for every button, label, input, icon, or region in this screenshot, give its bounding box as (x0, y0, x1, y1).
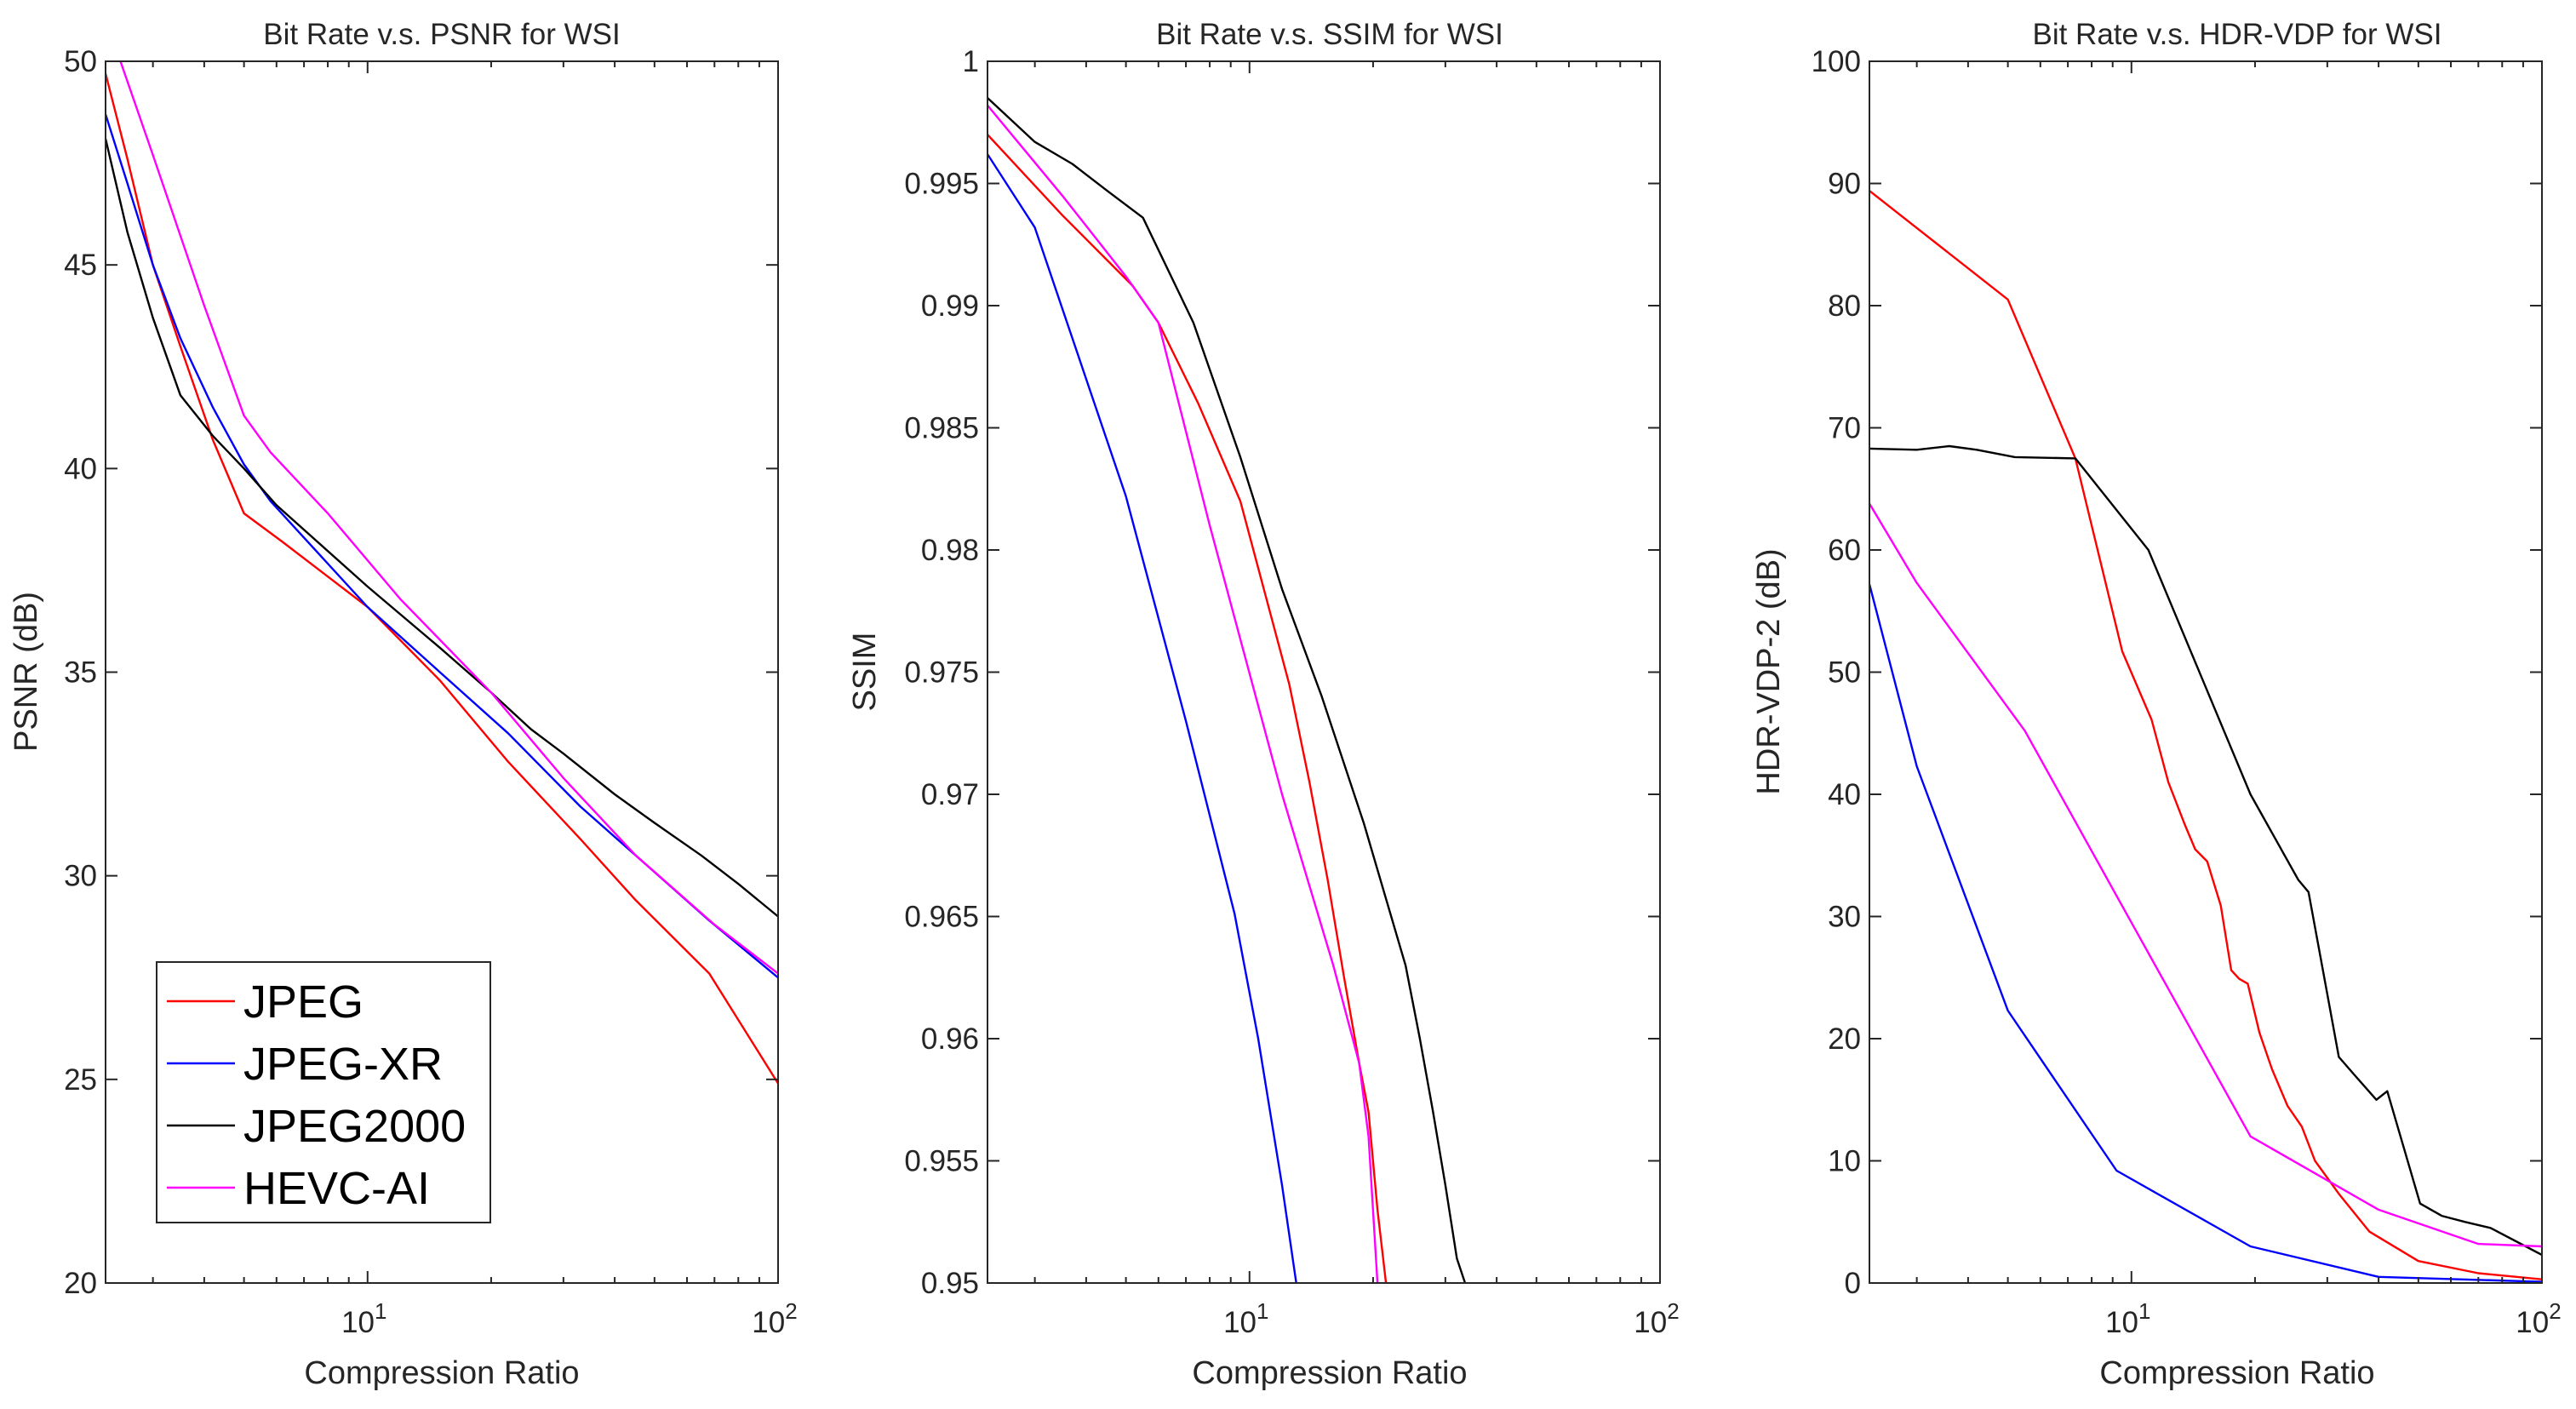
chart-title: Bit Rate v.s. SSIM for WSI (1156, 18, 1503, 51)
series-line-jpeg (1869, 190, 2542, 1280)
y-tick-label: 0.96 (921, 1022, 979, 1056)
series-line-jpeg-xr (1869, 583, 2542, 1283)
y-tick-label: 45 (64, 249, 97, 282)
panel-ssim: Bit Rate v.s. SSIM for WSI 0.95 0.955 0.96… (847, 18, 1680, 1391)
series-line-jpeg2000 (1869, 444, 2542, 1257)
chart-title: Bit Rate v.s. HDR-VDP for WSI (2032, 18, 2441, 51)
y-tick-label: 10 (1828, 1145, 1861, 1178)
y-tick-label: 50 (1828, 656, 1861, 690)
legend-box (156, 961, 491, 1223)
panel-hdr-vdp: Bit Rate v.s. HDR-VDP for WSI 0 10 20 30 40 5… (1751, 18, 2562, 1391)
y-axis-label: HDR-VDP-2 (dB) (1751, 548, 1787, 794)
y-axis-label: SSIM (847, 633, 883, 712)
x-tick-label: 102 (2516, 1298, 2561, 1339)
y-tick-label: 40 (1828, 778, 1861, 811)
series-line-jpeg2000 (106, 138, 778, 918)
legend-label-hevc-ai: HEVC-AI (243, 1163, 430, 1214)
y-tick-label: 0.99 (921, 289, 979, 323)
y-tick-label: 60 (1828, 534, 1861, 567)
y-axis-label: PSNR (dB) (9, 592, 44, 752)
y-tick-label: 50 (64, 45, 97, 78)
y-tick-label: 80 (1828, 289, 1861, 323)
legend-label-jpeg-xr: JPEG-XR (243, 1039, 443, 1090)
chart-title: Bit Rate v.s. PSNR for WSI (263, 18, 620, 51)
y-tick-label: 20 (64, 1267, 97, 1300)
y-tick-label: 0.985 (904, 412, 979, 445)
series-line-hevc-ai (987, 104, 1379, 1283)
series-line-hevc-ai (119, 61, 778, 975)
series-line-hevc-ai (1869, 502, 2542, 1248)
legend-entry-jpeg2000: JPEG2000 (167, 1101, 466, 1152)
legend-label-jpeg2000: JPEG2000 (243, 1101, 466, 1152)
y-tick-label: 0.955 (904, 1145, 979, 1178)
y-tick-label: 20 (1828, 1022, 1861, 1056)
y-tick-label: 70 (1828, 412, 1861, 445)
x-tick-label: 101 (2105, 1298, 2150, 1339)
y-tick-label: 0.975 (904, 656, 979, 690)
panel-psnr: Bit Rate v.s. PSNR for WSI 20 25 30 35 40 45 5… (9, 18, 798, 1391)
series-line-jpeg2000 (987, 97, 1467, 1283)
y-tick-label: 100 (1812, 45, 1861, 78)
y-tick-label: 0.98 (921, 534, 979, 567)
y-tick-label: 30 (64, 860, 97, 893)
x-axis-label: Compression Ratio (1192, 1355, 1467, 1391)
legend-label-jpeg: JPEG (243, 977, 364, 1028)
y-tick-label: 40 (64, 452, 97, 485)
x-tick-label: 101 (341, 1298, 386, 1339)
x-tick-label: 101 (1223, 1298, 1268, 1339)
x-axis-label: Compression Ratio (304, 1355, 579, 1391)
y-tick-label: 0.97 (921, 778, 979, 811)
y-tick-label: 25 (64, 1063, 97, 1097)
legend-entry-jpeg: JPEG (167, 977, 364, 1028)
legend-entry-hevc-ai: HEVC-AI (167, 1163, 430, 1214)
series-line-jpeg-xr (106, 113, 778, 979)
legend: JPEG JPEG-XR JPEG2000 HEVC-AI (156, 961, 491, 1223)
x-tick-label: 102 (752, 1298, 797, 1339)
y-tick-label: 0.95 (921, 1267, 979, 1300)
y-tick-label: 0.965 (904, 901, 979, 934)
y-tick-label: 0.995 (904, 168, 979, 201)
y-tick-label: 0 (1845, 1267, 1861, 1300)
y-tick-label: 35 (64, 656, 97, 690)
x-tick-label: 102 (1634, 1298, 1679, 1339)
x-axis-label: Compression Ratio (2099, 1355, 2374, 1391)
legend-entry-jpeg-xr: JPEG-XR (167, 1039, 443, 1090)
y-tick-label: 90 (1828, 168, 1861, 201)
series-line-jpeg-xr (987, 153, 1297, 1283)
y-tick-label: 1 (963, 45, 979, 78)
y-tick-label: 30 (1828, 901, 1861, 934)
